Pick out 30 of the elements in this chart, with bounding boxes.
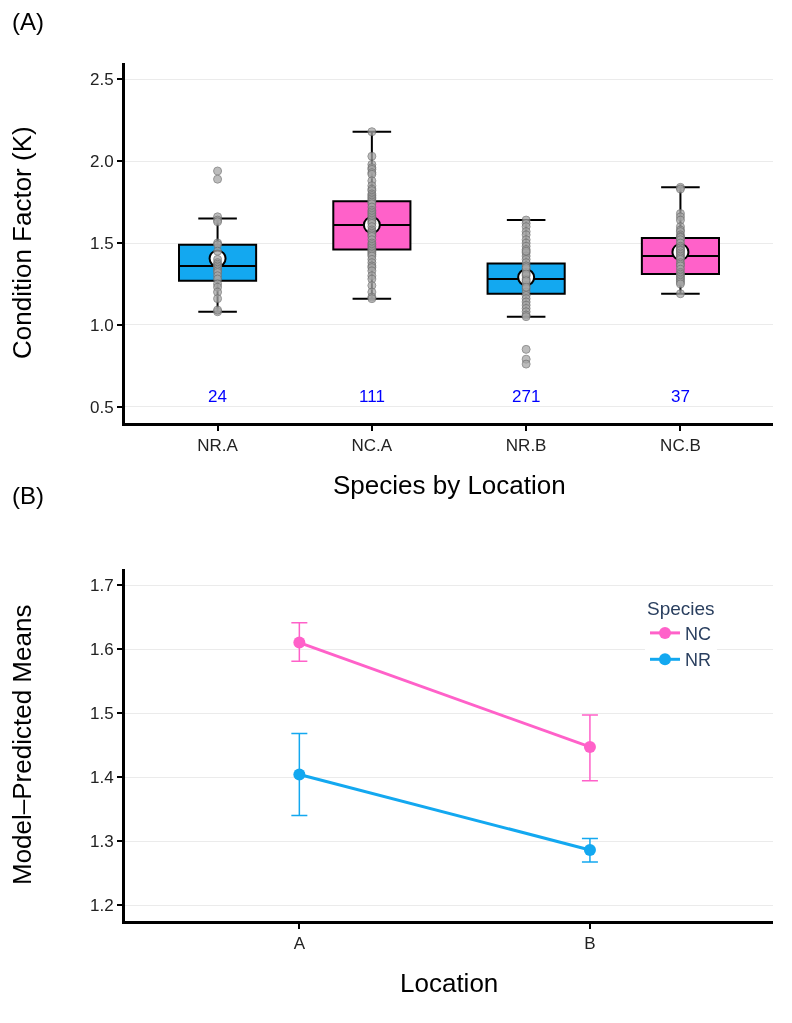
legend-label: NC bbox=[685, 623, 711, 644]
y-tick-label: 1.0 bbox=[89, 315, 114, 335]
x-tick-label: NR.A bbox=[197, 436, 239, 456]
y-tick-label: 2.5 bbox=[89, 70, 114, 90]
y-tick-label: 1.5 bbox=[89, 703, 114, 723]
annotation: 271 bbox=[512, 387, 541, 406]
y-tick-label: 1.6 bbox=[89, 639, 114, 659]
x-tick-label: NR.B bbox=[505, 436, 547, 456]
x-tick-label: A bbox=[293, 934, 306, 954]
x-axis-title: Species by Location bbox=[333, 470, 566, 500]
y-tick-label: 0.5 bbox=[89, 397, 114, 417]
legend-label: NR bbox=[685, 650, 711, 671]
x-tick-label: NC.B bbox=[660, 436, 701, 456]
x-axis-title: Location bbox=[400, 968, 499, 998]
legend-title: Species bbox=[647, 597, 715, 619]
y-axis-title: Model–Predicted Means bbox=[7, 604, 37, 885]
y-tick-label: 1.5 bbox=[89, 233, 114, 253]
y-axis-title: Condition Factor (K) bbox=[7, 126, 37, 359]
annotation: 37 bbox=[671, 387, 690, 406]
x-tick-label: NC.A bbox=[351, 436, 393, 456]
y-tick-label: 2.0 bbox=[89, 152, 114, 172]
x-tick-label: B bbox=[584, 934, 596, 954]
y-tick-label: 1.3 bbox=[89, 831, 114, 851]
annotation: 24 bbox=[208, 387, 227, 406]
annotation: 111 bbox=[359, 387, 385, 406]
y-tick-label: 1.7 bbox=[89, 575, 114, 595]
text: (B) bbox=[12, 482, 44, 509]
text: (A) bbox=[12, 8, 44, 35]
y-tick-label: 1.4 bbox=[89, 767, 114, 787]
y-tick-label: 1.2 bbox=[89, 895, 114, 915]
